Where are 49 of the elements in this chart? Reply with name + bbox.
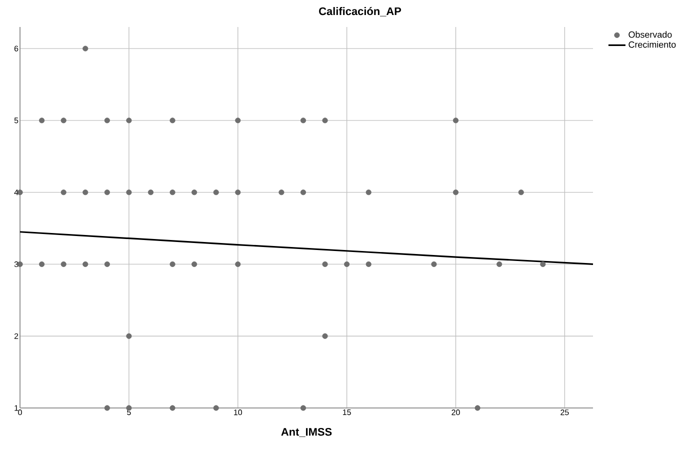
point — [322, 261, 328, 268]
point — [170, 261, 176, 268]
chart-title: Calificación_AP — [319, 6, 402, 16]
point — [82, 190, 88, 196]
point — [213, 190, 219, 196]
point — [60, 118, 66, 124]
point — [170, 405, 176, 411]
point — [126, 333, 132, 339]
point — [60, 190, 66, 196]
point — [452, 190, 459, 196]
point — [235, 190, 241, 196]
point — [431, 261, 437, 268]
point — [540, 261, 546, 268]
point — [235, 118, 241, 124]
point — [452, 118, 459, 124]
legend-label: Crecimiento — [628, 41, 676, 48]
point — [104, 405, 110, 411]
point — [82, 261, 88, 268]
x-axis-title: Ant_IMSS — [281, 428, 332, 437]
point — [192, 190, 198, 196]
point — [496, 261, 502, 268]
point — [148, 190, 154, 196]
point — [104, 261, 110, 268]
point — [474, 405, 480, 411]
point — [104, 118, 110, 124]
point — [170, 190, 176, 196]
point — [278, 190, 284, 196]
point — [366, 190, 372, 196]
point — [322, 118, 328, 124]
point — [344, 261, 350, 268]
point — [170, 118, 176, 124]
point — [366, 261, 372, 268]
point — [300, 118, 306, 124]
point — [300, 190, 306, 196]
point — [104, 190, 110, 196]
point — [235, 261, 241, 268]
point — [126, 118, 132, 124]
point — [38, 261, 45, 268]
point — [126, 190, 132, 196]
point — [518, 190, 524, 196]
point — [192, 261, 198, 268]
point — [82, 46, 88, 52]
line-series — [19, 231, 594, 266]
legend-label: Observado — [628, 31, 672, 38]
point — [322, 333, 328, 339]
point — [213, 405, 219, 411]
point — [300, 405, 306, 411]
point — [60, 261, 66, 268]
point — [38, 118, 45, 124]
